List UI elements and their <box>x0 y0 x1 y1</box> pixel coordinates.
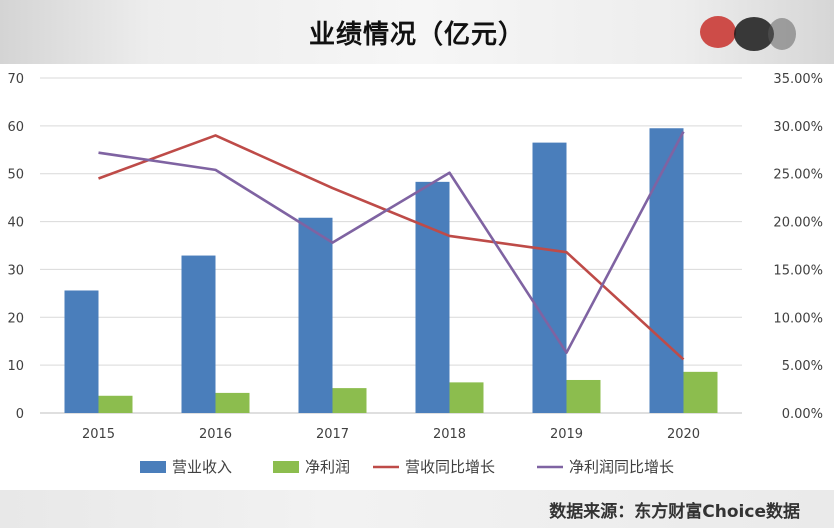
net-profit-bar <box>98 395 133 413</box>
y-right-tick-label: 10.00% <box>773 311 823 326</box>
y-left-tick-label: 20 <box>7 311 24 326</box>
net-profit-bar <box>215 392 250 413</box>
revenue-bar <box>532 142 567 413</box>
profit-growth-line <box>98 130 685 355</box>
footer-band <box>0 490 834 528</box>
y-left-tick-label: 70 <box>7 72 24 87</box>
net-profit-bar <box>332 388 367 413</box>
revenue-growth-line <box>98 134 685 361</box>
y-right-tick-label: 20.00% <box>773 216 823 231</box>
performance-chart: 0 10 20 30 40 50 60 70 0.00% 5.00% 10.00% 15.00% 20.… <box>7 72 823 476</box>
legend-label: 营业收入 <box>172 458 232 476</box>
x-tick-label: 2018 <box>433 427 466 442</box>
brand-logo-icon <box>700 16 796 51</box>
legend-swatch <box>140 461 166 473</box>
y-left-tick-label: 10 <box>7 359 24 374</box>
net-profit-bar <box>566 379 601 413</box>
revenue-bar <box>649 128 684 413</box>
page-title: 业绩情况（亿元） <box>308 20 525 50</box>
legend-label: 净利润 <box>305 458 350 476</box>
legend-swatch <box>273 461 299 473</box>
y-right-tick-label: 5.00% <box>782 359 823 374</box>
y-right-tick-label: 30.00% <box>773 120 823 135</box>
y-left-tick-label: 30 <box>7 263 24 278</box>
y-left-tick-label: 60 <box>7 120 24 135</box>
legend-label: 营收同比增长 <box>405 458 495 476</box>
x-tick-label: 2016 <box>199 427 232 442</box>
y-right-tick-label: 15.00% <box>773 263 823 278</box>
legend-label: 净利润同比增长 <box>569 458 674 476</box>
y-left-tick-label: 50 <box>7 168 24 183</box>
y-right-tick-label: 35.00% <box>773 72 823 87</box>
revenue-bar <box>298 217 333 413</box>
y-right-tick-label: 25.00% <box>773 168 823 183</box>
y-left-tick-label: 40 <box>7 216 24 231</box>
x-tick-label: 2015 <box>82 427 115 442</box>
net-profit-bar <box>683 371 718 413</box>
x-tick-label: 2017 <box>316 427 349 442</box>
net-profit-bar <box>449 382 484 413</box>
y-right-tick-label: 0.00% <box>782 407 823 422</box>
revenue-bar <box>64 290 99 413</box>
revenue-bar <box>181 255 216 413</box>
x-tick-label: 2019 <box>550 427 583 442</box>
header-band <box>0 0 834 64</box>
x-tick-label: 2020 <box>667 427 700 442</box>
source-note: 数据来源：东方财富Choice数据 <box>549 502 800 522</box>
revenue-bar <box>415 181 450 413</box>
y-left-tick-label: 0 <box>16 407 24 422</box>
